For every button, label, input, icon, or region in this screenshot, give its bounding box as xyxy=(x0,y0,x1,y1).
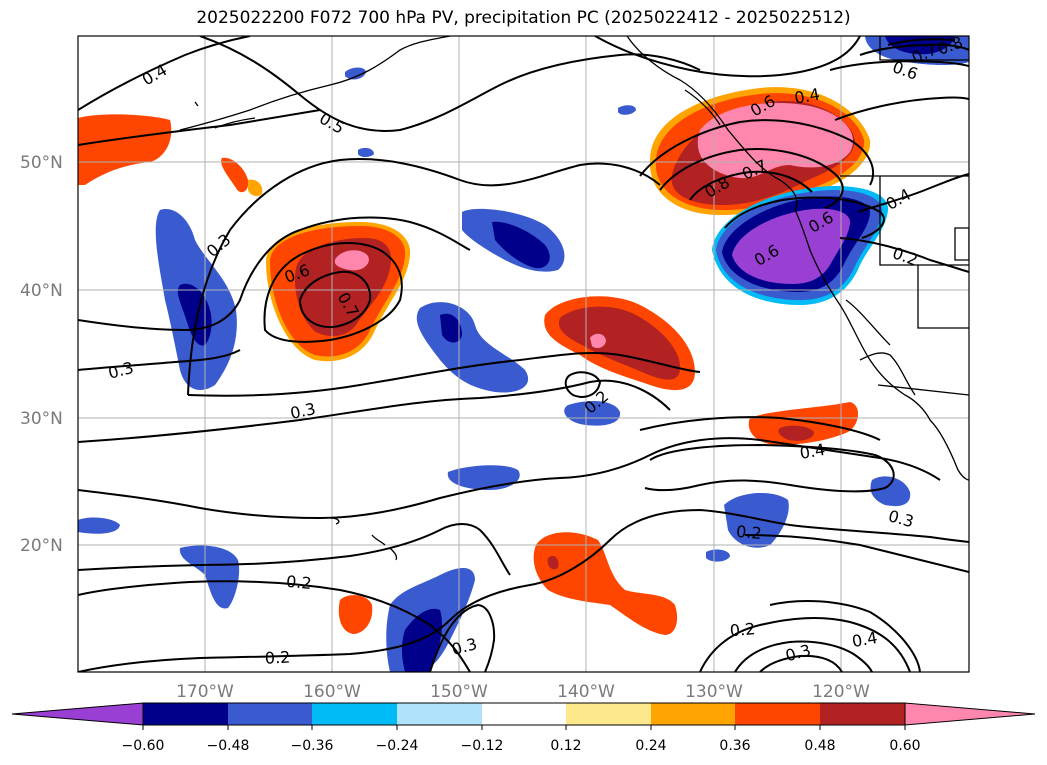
shade-pos-s1 xyxy=(533,532,678,635)
contour-label: 0.4 xyxy=(793,85,821,108)
lat-label-20n: 20°N xyxy=(20,536,63,556)
shade-w-neg-1-dark xyxy=(177,283,212,346)
colorbar-segment xyxy=(312,703,397,725)
colorbar-tick-label: 0.24 xyxy=(635,738,666,754)
colorbar-tick-label: 0.48 xyxy=(804,738,835,754)
shade-central-extreme xyxy=(334,250,369,271)
shade-neg-2-dark xyxy=(492,221,550,269)
colorbar: −0.60 −0.48 −0.36 −0.24 −0.12 0.12 0.24 … xyxy=(11,702,1036,754)
graticule xyxy=(78,36,969,672)
chart-title: 2025022200 F072 700 hPa PV, precipitatio… xyxy=(196,8,851,28)
colorbar-segment xyxy=(735,703,820,725)
colorbar-tick-label: −0.36 xyxy=(291,738,334,754)
colorbar-segment xyxy=(651,703,735,725)
colorbar-tick-label: 0.36 xyxy=(719,738,750,754)
colorbar-tick-label: 0.60 xyxy=(889,738,920,754)
contour-label: 0.4 xyxy=(798,440,826,463)
lon-label-170w: 170°W xyxy=(176,682,234,702)
colorbar-high-extension xyxy=(904,702,1036,726)
shade-neg-10 xyxy=(870,476,911,507)
colorbar-segment xyxy=(566,703,651,725)
lon-label-140w: 140°W xyxy=(557,682,615,702)
shade-w-north-orange xyxy=(248,179,263,197)
colorbar-segment xyxy=(397,703,482,725)
colorbar-tick-label: 0.12 xyxy=(550,738,581,754)
colorbar-tick-label: −0.48 xyxy=(207,738,250,754)
contour-label: 0.2 xyxy=(729,619,756,640)
contour-label: 0.2 xyxy=(285,572,312,593)
shade-w-north-positive xyxy=(78,114,172,185)
coastlines xyxy=(179,36,969,561)
colorbar-tick-label: −0.60 xyxy=(122,738,165,754)
shade-neg-4 xyxy=(564,400,621,426)
shade-neg-9 xyxy=(724,493,789,548)
shade-pos-s1-dark xyxy=(547,555,559,570)
contour-label: 0.2 xyxy=(264,647,290,667)
colorbar-low-extension xyxy=(11,702,144,726)
shade-pos-s3-dark xyxy=(778,425,814,441)
shade-neg-6 xyxy=(78,517,120,534)
shade-neg-13 xyxy=(618,105,636,115)
colorbar-segment xyxy=(482,703,566,725)
shade-pacific-nw-extreme xyxy=(697,102,854,179)
shade-w-north-small xyxy=(221,157,249,193)
shade-pos-s2 xyxy=(338,595,373,634)
colorbar-ticks xyxy=(142,725,906,730)
colorbar-segment xyxy=(820,703,905,725)
contour-label: 0.4 xyxy=(850,628,878,651)
shade-california-extreme xyxy=(732,208,851,284)
colorbar-tick-label: −0.24 xyxy=(376,738,419,754)
shade-neg-8-dark xyxy=(401,608,442,672)
colorbar-segment xyxy=(228,703,312,725)
lat-label-50n: 50°N xyxy=(20,153,63,173)
shade-neg-7 xyxy=(179,545,240,609)
shade-neg-12 xyxy=(345,67,366,80)
colorbar-frame xyxy=(142,702,906,726)
lat-labels: 50°N 40°N 30°N 20°N xyxy=(20,153,63,556)
shade-mid-extreme xyxy=(590,333,606,348)
lon-label-150w: 150°W xyxy=(430,682,488,702)
shade-neg-11 xyxy=(706,549,730,562)
lat-label-30n: 30°N xyxy=(20,409,63,429)
contour-label: 0.3 xyxy=(288,399,317,423)
lat-label-40n: 40°N xyxy=(20,281,63,301)
pv-contours xyxy=(78,36,969,672)
plot-frame xyxy=(77,35,970,673)
lon-label-120w: 120°W xyxy=(812,682,870,702)
shade-pos-s3 xyxy=(748,402,859,445)
shade-neg-14 xyxy=(358,147,374,157)
shade-neg-3-dark xyxy=(440,313,462,343)
lon-labels: 170°W 160°W 150°W 140°W 130°W 120°W xyxy=(176,682,870,702)
contour-label: 0.2 xyxy=(735,522,762,543)
colorbar-tick-label: −0.12 xyxy=(461,738,504,754)
lon-label-160w: 160°W xyxy=(303,682,361,702)
colorbar-segment xyxy=(143,703,228,725)
lon-label-130w: 130°W xyxy=(685,682,743,702)
